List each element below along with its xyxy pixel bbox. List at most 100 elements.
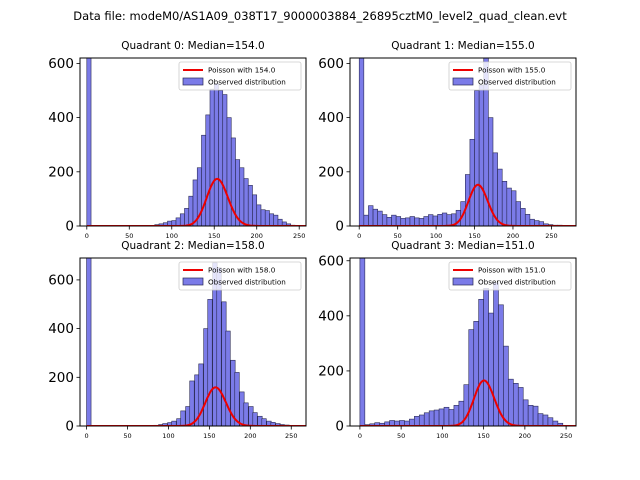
subplot-quadrant-3: 0 50 100 150 200 250 0 200 400 600 Quadrant 3: Med… [318,240,577,440]
x-tick-label: 250 [285,432,297,440]
y-tick-label: 400 [48,321,74,337]
histogram-bar [405,217,411,226]
legend-poisson-label: Poisson with 154.0 [208,66,276,75]
x-tick-label: 0 [358,432,362,440]
histogram-bar [437,214,443,226]
y-tick-label: 200 [48,370,74,386]
histogram-bar [483,287,489,426]
histogram-bar [409,216,415,226]
y-tick-label: 600 [48,272,74,288]
subplot-title: Quadrant 1: Median=155.0 [391,40,534,52]
y-tick-label: 400 [48,110,74,126]
histogram-bar [175,217,181,226]
subplot-quadrant-0: 0 50 100 150 200 250 0 200 400 600 Quadrant 0: Med… [48,40,307,240]
histogram-bar [428,410,435,426]
histogram-bar [358,58,365,226]
y-tick-label: 0 [335,419,344,435]
histogram-bar [216,267,222,426]
histogram-bar [511,190,517,226]
y-tick-label: 0 [65,419,74,435]
legend-box [178,61,302,91]
histogram-bar [273,214,279,226]
histogram-bar [423,412,430,426]
x-tick-label: 50 [123,432,131,440]
x-tick-label: 150 [468,232,480,240]
histogram-bar [488,312,494,426]
histogram-bar [527,405,534,426]
histogram-bar [243,178,249,226]
y-tick-label: 600 [318,56,344,72]
histogram-bar [252,412,258,426]
legend: Poisson with 155.0 Observed distribution [448,61,572,91]
histogram-bar [532,405,539,426]
histogram-bar [414,217,420,226]
histogram-bar [189,380,195,426]
figure-suptitle: Data file: modeM0/AS1A09_038T17_90000038… [73,9,567,23]
histogram-bar [478,299,484,426]
legend-box [178,261,302,291]
histogram-bar [359,258,366,426]
legend-box [448,261,572,291]
histogram-bar [542,414,549,426]
histogram-bar [446,214,452,226]
histogram-bar [180,410,186,426]
poisson-curve [86,177,306,226]
histogram-bar [205,114,211,226]
subplot-title: Quadrant 2: Median=158.0 [121,240,264,252]
plot-area [358,58,576,226]
x-tick-label: 100 [162,432,174,440]
legend: Poisson with 151.0 Observed distribution [448,261,572,291]
legend-observed-label: Observed distribution [208,278,286,287]
histogram-bar [453,405,460,426]
legend-observed-label: Observed distribution [478,278,556,287]
histogram-bar [368,205,374,226]
histogram-bar [529,218,535,226]
x-tick-label: 150 [477,432,489,440]
histogram-bar [520,208,526,226]
histogram-bar [252,194,258,226]
x-tick-label: 100 [436,432,448,440]
legend-poisson-label: Poisson with 158.0 [208,266,276,275]
x-tick-label: 50 [397,432,405,440]
histogram-bar [400,218,406,226]
histogram-bar [537,413,544,426]
histogram-bar [497,168,503,226]
histogram-bar [438,408,445,426]
axes-frame [349,57,577,227]
histogram-bar [478,84,485,226]
histogram-bar [247,185,253,226]
axes-frame [349,257,577,427]
y-tick-label: 400 [318,110,344,126]
histogram-bar [501,180,508,226]
histogram-bar [508,378,514,426]
histogram-bar [269,213,275,226]
y-tick-label: 200 [48,164,74,180]
x-tick-label: 200 [244,432,256,440]
plot-area [86,58,306,226]
poisson-curve [86,386,306,426]
poisson-curve [359,379,576,426]
legend-observed-label: Observed distribution [478,78,556,87]
histogram-bar [522,399,529,426]
histogram-bar [277,218,283,226]
histogram-bar [423,216,429,226]
y-tick-label: 600 [318,253,344,269]
histogram-bar [469,138,475,226]
histogram-bar [86,258,92,426]
x-tick-label: 100 [166,232,178,240]
legend-poisson-label: Poisson with 155.0 [478,66,546,75]
subplot-title: Quadrant 3: Median=151.0 [391,240,534,252]
subplot-title: Quadrant 0: Median=154.0 [121,40,264,52]
x-tick-label: 50 [394,232,402,240]
histogram-bar [86,58,92,226]
histogram-bar [395,216,402,226]
histogram-bar [391,214,397,226]
legend-observed-swatch [182,77,204,86]
legend-poisson-label: Poisson with 151.0 [478,266,546,275]
histogram-bar [414,416,420,426]
subplot-quadrant-1: 0 50 100 150 200 250 0 200 400 600 Quadrant 1: Med… [318,40,577,240]
y-tick-label: 200 [318,164,344,180]
histogram-bar [243,402,249,426]
histogram-bar [557,422,564,426]
histogram-bar [260,209,266,226]
